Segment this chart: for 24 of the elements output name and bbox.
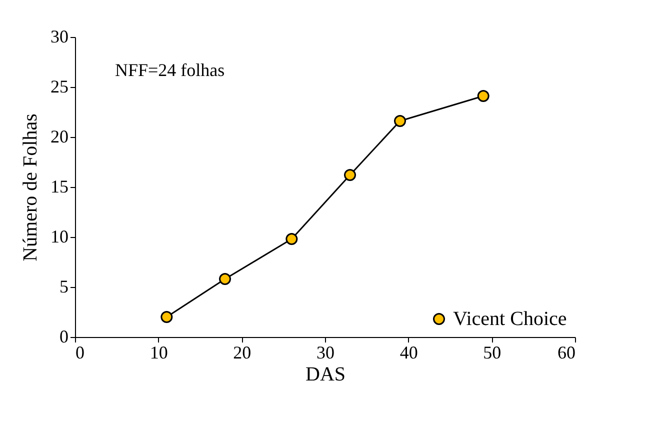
y-tick-label: 30 — [50, 26, 68, 46]
annotation: NFF=24 folhas — [115, 60, 225, 80]
y-tick-label: 0 — [60, 326, 68, 346]
x-tick-label: 30 — [316, 342, 334, 362]
x-tick-label: 60 — [558, 342, 576, 362]
y-tick-label: 5 — [60, 276, 68, 296]
legend-label: Vicent Choice — [453, 308, 567, 330]
x-axis-title: DAS — [305, 364, 346, 386]
x-tick-label: 0 — [76, 342, 84, 362]
point — [219, 273, 231, 285]
point — [477, 90, 490, 102]
point — [160, 311, 173, 323]
y-tick-label: 10 — [50, 226, 68, 246]
point — [286, 233, 298, 245]
point — [394, 115, 406, 127]
x-tick-label: 50 — [483, 342, 502, 362]
y-tick-label: 25 — [50, 76, 68, 96]
y-tick-label: 20 — [50, 126, 68, 146]
x-tick-label: 20 — [233, 342, 252, 362]
x-tick-label: 40 — [400, 342, 418, 362]
point — [344, 169, 356, 181]
y-axis-title: Número de Folhas — [20, 113, 42, 262]
y-tick-label: 15 — [50, 176, 68, 196]
x-tick-label: 10 — [150, 342, 168, 362]
